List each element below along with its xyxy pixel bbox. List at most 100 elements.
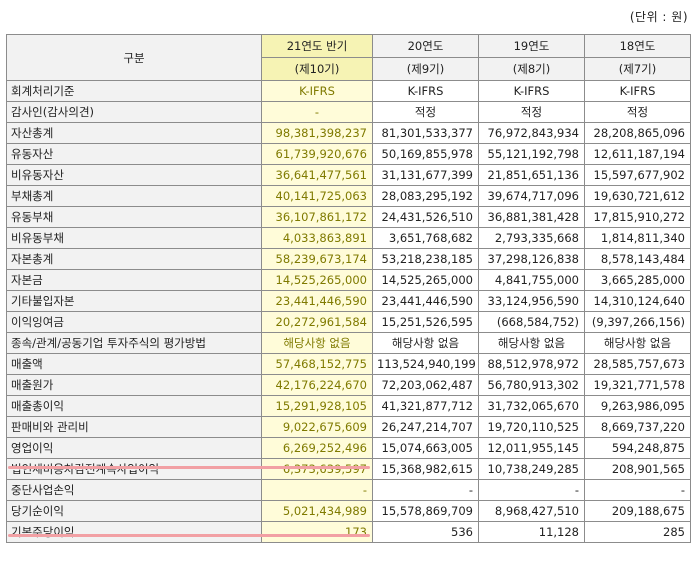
row-value: 31,131,677,399 [372,164,479,186]
row-value: 6,269,252,496 [261,437,373,459]
row-value: (9,397,266,156) [584,311,691,333]
row-value: 28,585,757,673 [584,353,691,375]
row-label: 비유동자산 [6,164,262,186]
header-period-term: (제9기) [372,57,479,81]
row-value: 37,298,126,838 [478,248,585,270]
financial-summary-table: 구분 21연도 반기 20연도 19연도 18연도 (제10기) (제9기) (… [6,34,691,543]
row-value: 53,218,238,185 [372,248,479,270]
row-value: 20,272,961,584 [261,311,373,333]
row-value: 14,525,265,000 [261,269,373,291]
row-value: 해당사항 없음 [372,332,479,354]
table-row: 부채총계 40,141,725,063 28,083,295,192 39,674,7… [6,185,691,207]
row-label: 종속/관계/공동기업 투자주식의 평가방법 [6,332,262,354]
row-value: 해당사항 없음 [478,332,585,354]
row-label: 자산총계 [6,122,262,144]
row-label: 비유동부채 [6,227,262,249]
row-value: 209,188,675 [584,500,691,522]
table-row: 기본주당이익 173 536 11,128 285 [6,521,691,543]
header-period-term: (제10기) [261,57,373,81]
row-value: - [261,101,373,123]
row-label: 영업이익 [6,437,262,459]
row-value: 19,720,110,525 [478,416,585,438]
row-label: 감사인(감사의견) [6,101,262,123]
header-period-year: 21연도 반기 [261,34,373,58]
row-value: 72,203,062,487 [372,374,479,396]
table-row: 회계처리기준 K-IFRS K-IFRS K-IFRS K-IFRS [6,80,691,102]
row-value: 적정 [584,101,691,123]
row-value: 39,674,717,096 [478,185,585,207]
row-label: 이익잉여금 [6,311,262,333]
row-value: 58,239,673,174 [261,248,373,270]
row-value: 536 [372,521,479,543]
row-value: 15,368,982,615 [372,458,479,480]
table-row: 법인세비용차감전계속사업이익 6,373,639,597 15,368,982,61… [6,458,691,480]
row-value: 2,793,335,668 [478,227,585,249]
row-value: 113,524,940,199 [372,353,479,375]
row-label: 당기순이익 [6,500,262,522]
row-value: 15,597,677,902 [584,164,691,186]
row-value: 28,208,865,096 [584,122,691,144]
table-row: 영업이익 6,269,252,496 15,074,663,005 12,011,95… [6,437,691,459]
row-value: 208,901,565 [584,458,691,480]
table-row: 유동자산 61,739,920,676 50,169,855,978 55,121,1… [6,143,691,165]
row-label: 부채총계 [6,185,262,207]
row-value: 15,578,869,709 [372,500,479,522]
row-value: 11,128 [478,521,585,543]
row-value: 21,851,651,136 [478,164,585,186]
unit-label: (단위 : 원) [629,10,688,24]
table-row: 비유동자산 36,641,477,561 31,131,677,399 21,851,… [6,164,691,186]
table-row: 매출원가 42,176,224,670 72,203,062,487 56,780,9… [6,374,691,396]
row-value: 26,247,214,707 [372,416,479,438]
row-label: 유동자산 [6,143,262,165]
row-label: 판매비와 관리비 [6,416,262,438]
header-row-years: 구분 21연도 반기 20연도 19연도 18연도 [6,34,691,81]
row-value: K-IFRS [261,80,373,102]
row-value: 594,248,875 [584,437,691,459]
row-value: 8,578,143,484 [584,248,691,270]
table-row: 매출총이익 15,291,928,105 41,321,877,712 31,732,… [6,395,691,417]
row-value: 4,841,755,000 [478,269,585,291]
row-value: 36,881,381,428 [478,206,585,228]
row-value: 14,310,124,640 [584,290,691,312]
table-row: 중단사업손익 - - - - [6,479,691,501]
header-category: 구분 [6,34,262,81]
row-value: 15,074,663,005 [372,437,479,459]
header-period-term: (제8기) [478,57,585,81]
row-value: 23,441,446,590 [261,290,373,312]
table-row: 당기순이익 5,021,434,989 15,578,869,709 8,968,42… [6,500,691,522]
row-label: 자본총계 [6,248,262,270]
row-value: 61,739,920,676 [261,143,373,165]
row-value: 9,263,986,095 [584,395,691,417]
highlight-underline-net-income [8,534,370,537]
row-label: 매출원가 [6,374,262,396]
row-value: 42,176,224,670 [261,374,373,396]
row-value: 41,321,877,712 [372,395,479,417]
row-value: 3,651,768,682 [372,227,479,249]
table-row: 자본금 14,525,265,000 14,525,265,000 4,841,755… [6,269,691,291]
row-value: 해당사항 없음 [584,332,691,354]
row-value: 19,630,721,612 [584,185,691,207]
row-label: 기타불입자본 [6,290,262,312]
row-value: 57,468,152,775 [261,353,373,375]
row-value: 12,011,955,145 [478,437,585,459]
row-value: 81,301,533,377 [372,122,479,144]
row-label: 매출액 [6,353,262,375]
row-value: 285 [584,521,691,543]
row-value: 4,033,863,891 [261,227,373,249]
row-value: 23,441,446,590 [372,290,479,312]
header-row-terms: (제10기) (제9기) (제8기) (제7기) [7,57,691,81]
row-value: - [372,479,479,501]
row-value: 36,107,861,172 [261,206,373,228]
header-period-year: 18연도 [584,34,691,58]
row-value: 31,732,065,670 [478,395,585,417]
table-row: 자본총계 58,239,673,174 53,218,238,185 37,298,1… [6,248,691,270]
row-value: 3,665,285,000 [584,269,691,291]
table-row: 종속/관계/공동기업 투자주식의 평가방법 해당사항 없음 해당사항 없음 해당사항 … [6,332,691,354]
row-label: 법인세비용차감전계속사업이익 [6,458,262,480]
row-value: 24,431,526,510 [372,206,479,228]
row-value: - [261,479,373,501]
table-body: 회계처리기준 K-IFRS K-IFRS K-IFRS K-IFRS 감사인(감사의견) -… [6,80,691,543]
header-period-year: 20연도 [372,34,479,58]
row-value: 8,968,427,510 [478,500,585,522]
row-value: - [478,479,585,501]
